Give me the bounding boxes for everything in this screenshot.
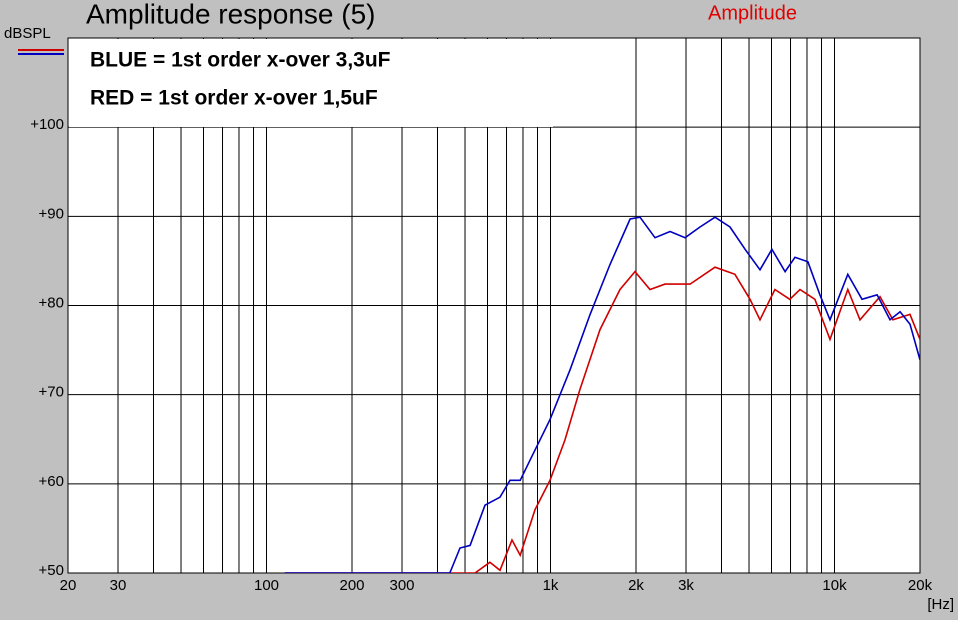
chart-subtitle: Amplitude [708,2,797,24]
x-axis-label: [Hz] [927,596,954,613]
series-line [284,266,920,573]
series-line [284,216,920,573]
x-tick-label: 3k [678,577,694,594]
x-tick-label: 10k [822,577,847,594]
y-tick-label: +80 [39,294,64,311]
legend-label: BLUE = 1st order x-over 3,3uF [90,49,391,72]
x-tick-label: 30 [110,577,127,594]
x-tick-label: 1k [543,577,559,594]
y-tick-label: +90 [39,205,64,222]
x-tick-label: 20 [60,577,77,594]
y-tick-label: +60 [39,473,64,490]
legend-label: RED = 1st order x-over 1,5uF [90,87,378,110]
y-tick-label: +70 [39,384,64,401]
x-tick-label: 200 [339,577,364,594]
x-tick-label: 300 [389,577,414,594]
y-tick-label: +50 [39,562,64,579]
chart-title: Amplitude response (5) [86,0,375,29]
y-axis-label: dBSPL [4,25,51,42]
x-tick-label: 2k [628,577,644,594]
x-tick-label: 100 [254,577,279,594]
y-tick-label: +100 [30,116,64,133]
legend-box [69,39,553,127]
x-tick-label: 20k [908,577,933,594]
